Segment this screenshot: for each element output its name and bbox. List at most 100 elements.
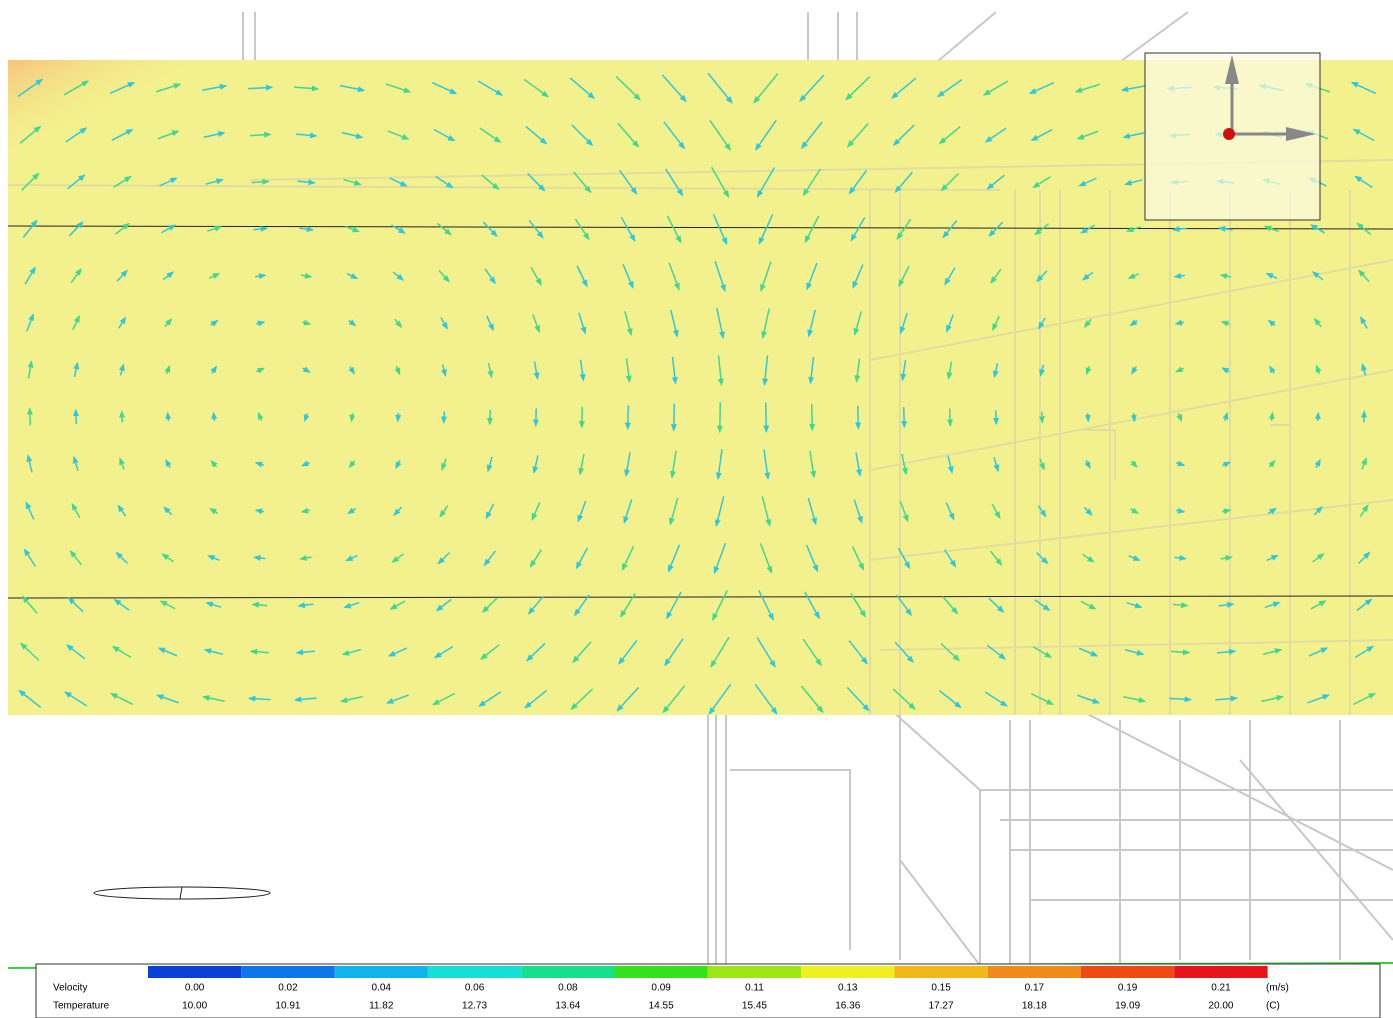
- vector-arrow: [256, 367, 266, 374]
- legend-value: 0.21: [1211, 983, 1231, 994]
- vector-arrow: [529, 549, 543, 568]
- vector-arrow: [1360, 316, 1368, 329]
- vector-arrow: [1265, 272, 1278, 280]
- section-line: [7, 225, 1393, 230]
- vector-arrow: [899, 312, 908, 335]
- vector-arrow: [896, 218, 912, 241]
- vector-arrow: [708, 683, 732, 715]
- vector-arrow: [1036, 552, 1049, 565]
- vector-arrow: [205, 178, 224, 185]
- vector-arrow: [850, 593, 866, 618]
- vector-arrow: [569, 77, 596, 100]
- legend-swatch: [521, 966, 615, 978]
- vector-arrow: [897, 547, 911, 570]
- vector-arrow: [938, 126, 961, 145]
- vector-arrow: [483, 550, 497, 567]
- vector-arrow: [578, 453, 585, 476]
- vector-arrow: [1129, 319, 1138, 327]
- vector-arrow: [1222, 411, 1229, 422]
- vector-arrow: [21, 595, 38, 614]
- vector-arrow: [1221, 367, 1230, 374]
- vector-arrow: [1262, 648, 1283, 656]
- vector-arrow: [1125, 226, 1141, 233]
- vector-arrow: [670, 403, 677, 432]
- vector-arrow: [1076, 130, 1099, 140]
- vector-arrow: [1130, 366, 1138, 375]
- vector-arrow: [991, 503, 1001, 520]
- vector-arrow: [754, 684, 778, 715]
- legend-value: 0.08: [558, 983, 578, 994]
- vector-arrow: [525, 125, 548, 145]
- vector-arrow: [478, 691, 502, 707]
- vector-arrow: [570, 688, 594, 711]
- vector-arrow: [441, 411, 448, 424]
- vector-arrow: [1268, 459, 1276, 468]
- vector-arrow: [1126, 602, 1143, 609]
- vector-arrow: [624, 452, 631, 478]
- vector-arrow: [433, 645, 454, 659]
- vector-arrow: [853, 499, 863, 524]
- vector-arrow: [391, 553, 404, 563]
- legend-unit: (C): [1266, 1001, 1280, 1012]
- vector-arrow: [807, 497, 817, 526]
- vector-arrow: [301, 319, 312, 326]
- vector-arrow: [207, 555, 220, 561]
- vector-arrow: [1171, 226, 1187, 233]
- vector-arrow: [1308, 647, 1329, 657]
- vector-arrow: [257, 411, 264, 422]
- vector-arrow: [762, 355, 769, 387]
- triad-x-head: [1286, 127, 1316, 141]
- vector-arrow: [348, 366, 355, 375]
- vector-arrow: [72, 408, 79, 424]
- vector-arrow: [763, 402, 770, 434]
- vector-arrow: [487, 362, 494, 379]
- vector-arrow: [210, 459, 218, 468]
- vector-arrow: [616, 686, 640, 712]
- vector-arrow: [1080, 224, 1096, 234]
- vector-arrow: [988, 597, 1005, 613]
- vector-arrow: [942, 220, 958, 239]
- vector-arrow: [24, 266, 36, 285]
- vector-arrow: [1122, 132, 1145, 139]
- vector-arrow: [303, 412, 310, 423]
- vector-arrow: [755, 120, 777, 151]
- vector-arrow: [716, 308, 725, 340]
- vector-arrow: [943, 549, 957, 568]
- vector-arrow: [394, 318, 403, 329]
- vector-arrow: [341, 131, 364, 139]
- vector-arrow: [339, 84, 366, 93]
- vector-arrow: [477, 80, 504, 96]
- legend-value: 12.73: [462, 1001, 487, 1012]
- vector-arrow: [709, 119, 731, 151]
- vector-arrow: [1036, 270, 1048, 283]
- vector-arrow: [295, 132, 318, 139]
- vector-arrow: [118, 316, 126, 329]
- legend-label: Temperature: [53, 1001, 110, 1012]
- vector-arrow: [155, 694, 179, 704]
- vector-arrow: [1263, 225, 1279, 233]
- legend-swatch: [148, 966, 242, 978]
- vector-arrow: [70, 267, 82, 284]
- vector-arrow: [524, 689, 548, 709]
- legend-value: 0.17: [1025, 983, 1045, 994]
- vector-arrow: [1175, 507, 1186, 514]
- vector-arrow: [71, 502, 81, 519]
- vector-arrow: [1315, 364, 1322, 375]
- vector-arrow: [67, 174, 86, 190]
- vector-arrow: [1218, 601, 1235, 608]
- triad-z: [1223, 128, 1235, 140]
- legend-value: 10.00: [182, 1001, 207, 1012]
- vector-arrow: [1034, 599, 1051, 612]
- vector-arrow: [1174, 319, 1185, 326]
- vector-arrow: [253, 225, 269, 232]
- vector-arrow: [482, 221, 498, 238]
- vector-arrow: [300, 460, 310, 467]
- vector-arrow: [207, 225, 223, 232]
- vector-arrow: [1217, 648, 1237, 655]
- vector-arrow: [890, 77, 917, 99]
- vector-arrow: [155, 83, 182, 93]
- legend-swatch: [614, 966, 708, 978]
- vector-arrow: [947, 455, 954, 474]
- vector-arrow: [990, 268, 1002, 285]
- vector-arrow: [623, 499, 633, 525]
